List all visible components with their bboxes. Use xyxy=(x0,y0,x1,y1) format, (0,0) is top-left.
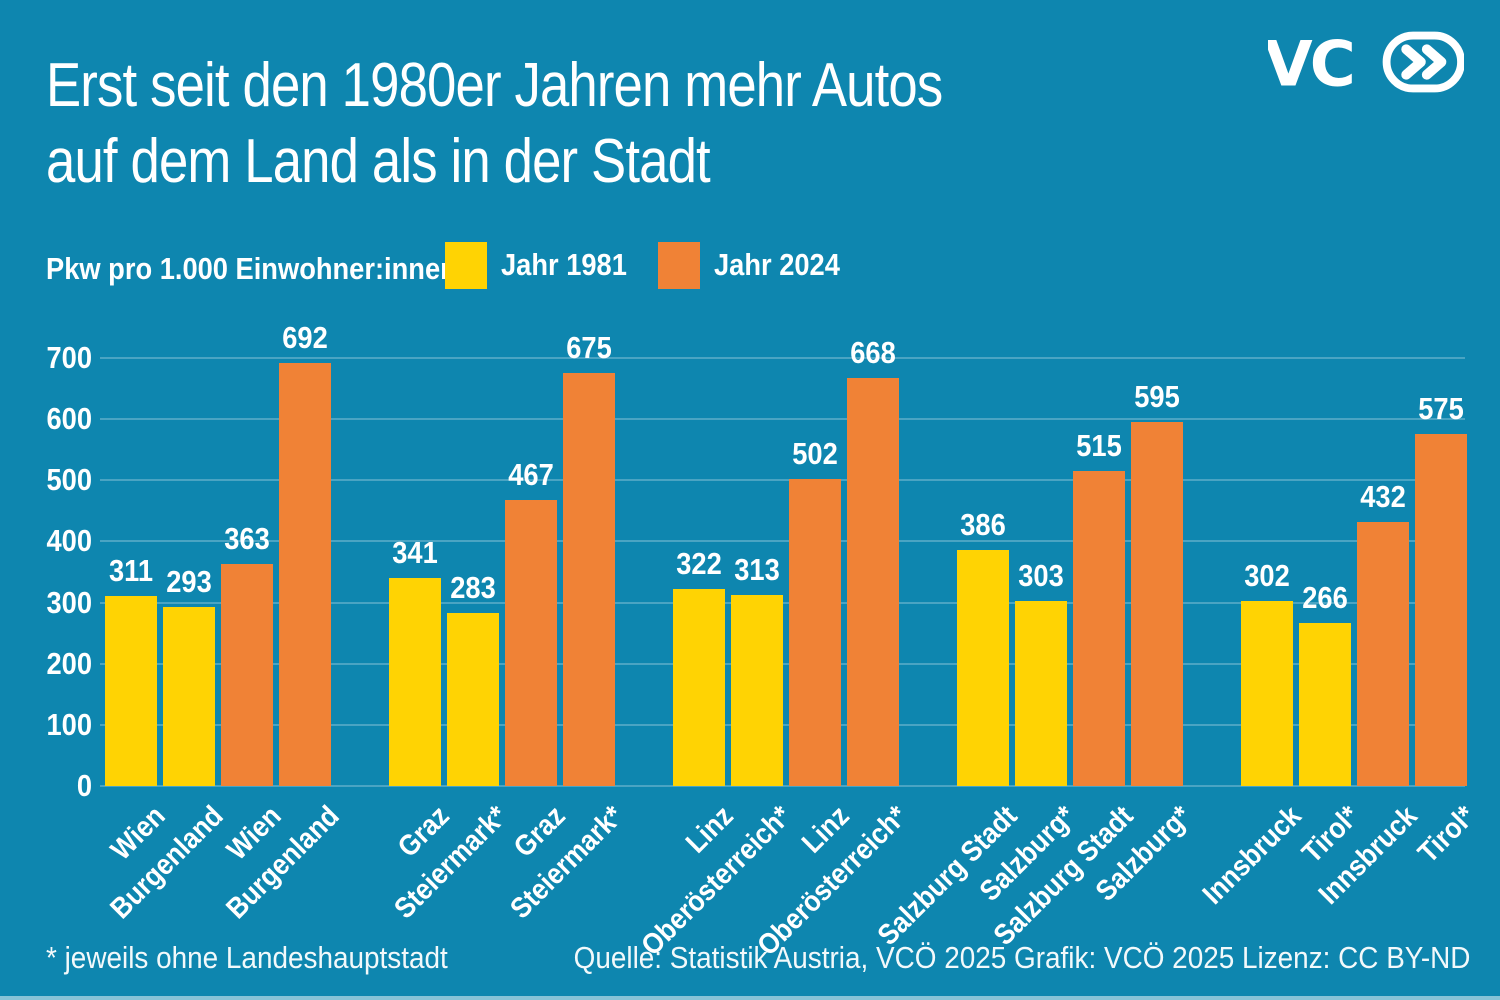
legend-label-1981: Jahr 1981 xyxy=(501,247,627,282)
bar-steiermark-1981 xyxy=(447,613,499,786)
bar-value-label: 432 xyxy=(1360,479,1406,514)
bar-value-label: 502 xyxy=(792,436,838,471)
bar-graz-1981 xyxy=(389,578,441,786)
legend-item-2024: Jahr 2024 xyxy=(658,241,857,289)
bar-value-label: 595 xyxy=(1134,379,1180,414)
bar-tirol-1981 xyxy=(1299,623,1351,786)
bar-burgenland-1981 xyxy=(163,607,215,786)
bar-value-label: 266 xyxy=(1302,580,1348,615)
gridline-400 xyxy=(100,540,1465,543)
bar-innsbruck-2024 xyxy=(1357,522,1409,786)
bar-value-label: 575 xyxy=(1418,391,1464,426)
footnote: * jeweils ohne Landeshauptstadt xyxy=(46,940,448,975)
legend-label-2024: Jahr 2024 xyxy=(714,247,840,282)
bar-value-label: 467 xyxy=(508,457,554,492)
page-title-line-2: auf dem Land als in der Stadt xyxy=(46,127,711,196)
legend-item-1981: Jahr 1981 xyxy=(445,241,644,289)
gridline-700 xyxy=(100,357,1465,359)
bar-steiermark-2024 xyxy=(563,373,615,786)
bar-value-label: 322 xyxy=(676,546,722,581)
bar-oberösterreich-2024 xyxy=(847,378,899,786)
y-axis-tick-0: 0 xyxy=(76,768,92,803)
bar-salzburg-2024 xyxy=(1131,422,1183,786)
y-axis-tick-400: 400 xyxy=(46,523,92,559)
y-axis-tick-600: 600 xyxy=(46,401,92,437)
double-chevron-right-icon xyxy=(1382,31,1464,93)
bar-value-label: 386 xyxy=(960,507,1006,542)
page-title: Erst seit den 1980er Jahren mehr Autos a… xyxy=(46,48,943,200)
legend-swatch-2024 xyxy=(658,241,700,289)
plot-area: 311 Wien 293 Burgenland 363 Wien 692 Burgenland… xyxy=(100,321,1482,962)
legend-swatch-1981 xyxy=(445,241,487,289)
bottom-edge-strip xyxy=(0,996,1500,1000)
vcoe-logo: VC xyxy=(1268,30,1464,94)
bar-value-label: 675 xyxy=(566,330,612,365)
bar-value-label: 293 xyxy=(166,564,212,599)
bar-value-label: 668 xyxy=(850,335,896,370)
bar-linz-2024 xyxy=(789,479,841,786)
bar-value-label: 302 xyxy=(1244,558,1290,593)
bar-salzburg-stadt-1981 xyxy=(957,550,1009,786)
y-axis-tick-500: 500 xyxy=(46,462,92,498)
gridline-600 xyxy=(100,418,1465,421)
bar-graz-2024 xyxy=(505,500,557,786)
y-axis: 0 100 200 300 400 500 600 700 xyxy=(0,340,92,803)
bar-value-label: 303 xyxy=(1018,558,1064,593)
page-title-line-1: Erst seit den 1980er Jahren mehr Autos xyxy=(46,51,943,120)
bar-oberösterreich-1981 xyxy=(731,595,783,786)
y-axis-tick-300: 300 xyxy=(46,584,92,620)
bar-wien-2024 xyxy=(221,564,273,786)
bar-value-label: 341 xyxy=(392,535,438,570)
vcoe-logo-text: VC xyxy=(1268,30,1353,94)
bar-linz-1981 xyxy=(673,589,725,786)
bar-value-label: 311 xyxy=(108,553,153,588)
bar-value-label: 363 xyxy=(224,521,270,556)
bar-burgenland-2024 xyxy=(279,363,331,786)
bar-innsbruck-1981 xyxy=(1241,601,1293,786)
gridline-500 xyxy=(100,479,1465,482)
bar-salzburg-stadt-2024 xyxy=(1073,471,1125,786)
bar-wien-1981 xyxy=(105,596,157,786)
bar-value-label: 313 xyxy=(734,552,780,587)
bar-tirol-2024 xyxy=(1415,434,1467,786)
y-axis-tick-200: 200 xyxy=(46,645,92,681)
bar-value-label: 692 xyxy=(282,320,328,355)
bar-value-label: 283 xyxy=(450,570,496,605)
y-axis-tick-700: 700 xyxy=(46,340,92,375)
bar-salzburg-1981 xyxy=(1015,601,1067,786)
gridline-0 xyxy=(100,785,1465,787)
bar-value-label: 515 xyxy=(1076,428,1122,463)
source-credit: Quelle: Statistik Austria, VCÖ 2025 Graf… xyxy=(573,940,1470,975)
y-axis-tick-100: 100 xyxy=(46,706,92,742)
axis-unit-label: Pkw pro 1.000 Einwohner:innen xyxy=(46,251,457,286)
